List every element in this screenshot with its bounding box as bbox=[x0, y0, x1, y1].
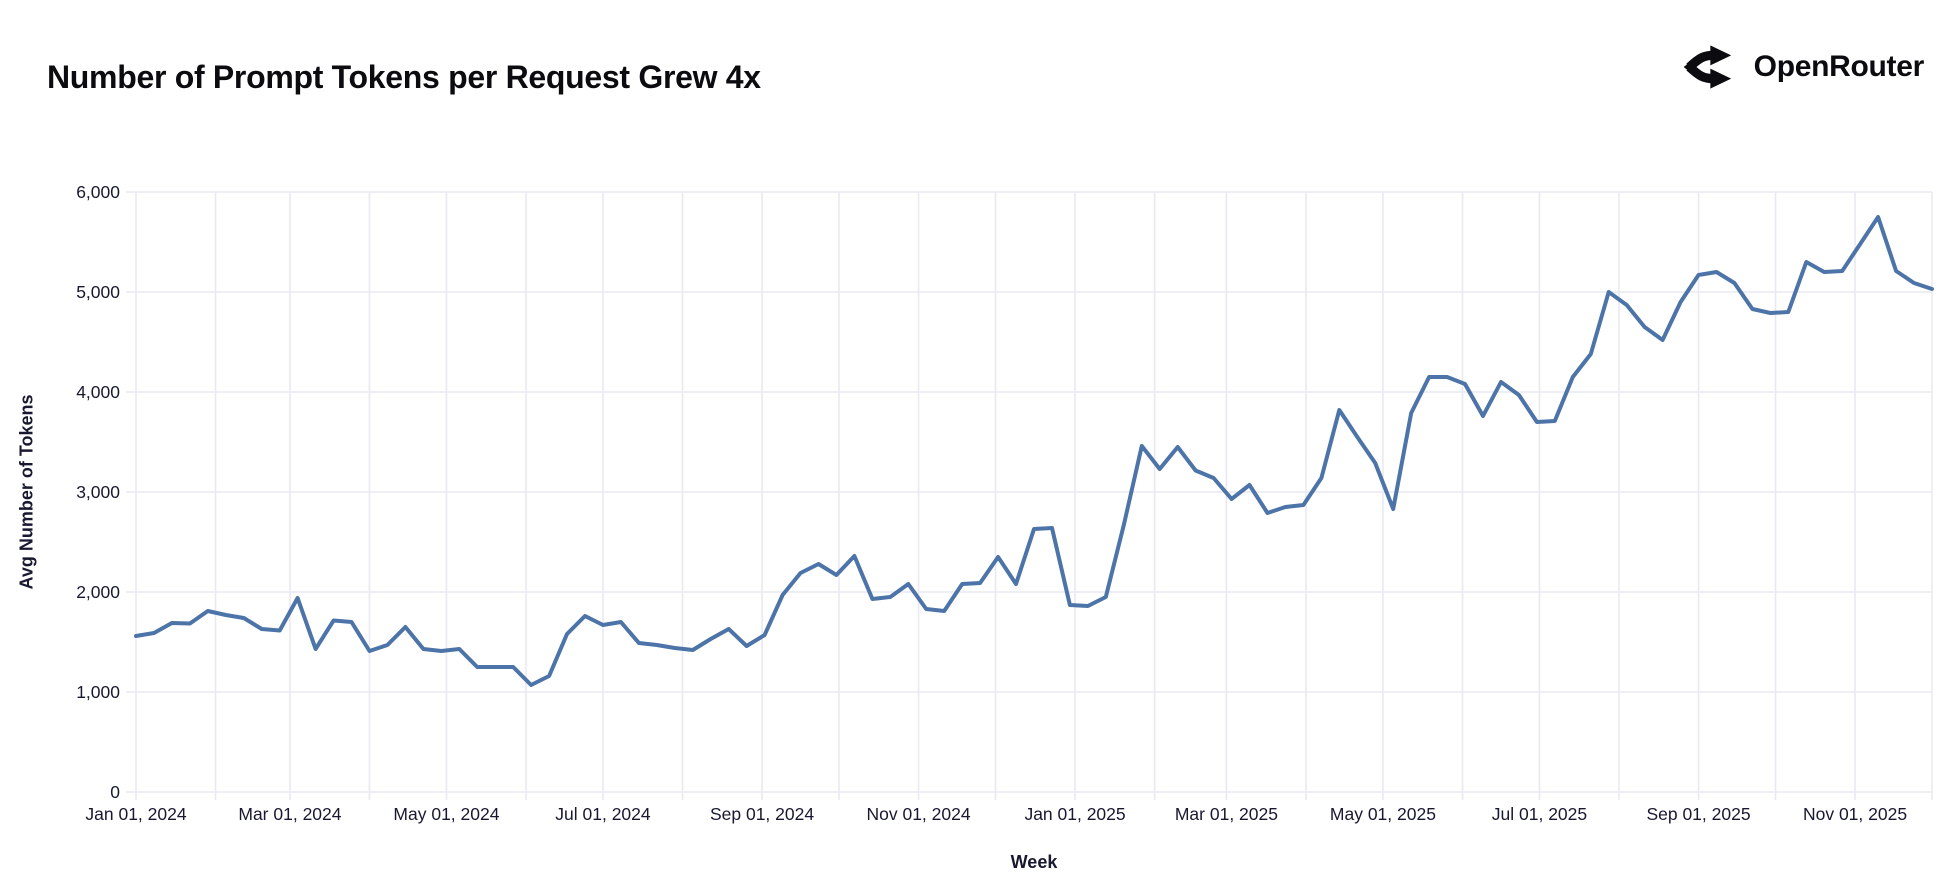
x-tick-label: Sep 01, 2025 bbox=[1646, 804, 1750, 824]
x-tick-label: Jul 01, 2025 bbox=[1492, 804, 1587, 824]
page-title: Number of Prompt Tokens per Request Grew… bbox=[47, 59, 761, 96]
y-tick-label: 3,000 bbox=[76, 482, 120, 502]
y-tick-label: 1,000 bbox=[76, 682, 120, 702]
x-tick-label: Jul 01, 2024 bbox=[555, 804, 651, 824]
y-tick-label: 0 bbox=[110, 782, 120, 802]
openrouter-logo: OpenRouter bbox=[1683, 42, 1924, 92]
brand-name: OpenRouter bbox=[1753, 50, 1925, 83]
x-tick-label: Jan 01, 2024 bbox=[85, 804, 186, 824]
y-axis-title: Avg Number of Tokens bbox=[16, 394, 37, 590]
y-tick-label: 2,000 bbox=[76, 582, 120, 602]
x-tick-label: Mar 01, 2024 bbox=[238, 804, 341, 824]
x-tick-label: May 01, 2024 bbox=[393, 804, 499, 824]
x-tick-label: Nov 01, 2025 bbox=[1803, 804, 1907, 824]
y-tick-label: 5,000 bbox=[76, 282, 120, 302]
y-tick-label: 6,000 bbox=[76, 182, 120, 202]
x-tick-label: Mar 01, 2025 bbox=[1175, 804, 1278, 824]
x-axis-title: Week bbox=[1010, 852, 1058, 872]
x-tick-label: May 01, 2025 bbox=[1330, 804, 1436, 824]
avg-tokens-line-series bbox=[134, 215, 1934, 687]
x-tick-label: Nov 01, 2024 bbox=[866, 804, 970, 824]
openrouter-fork-icon bbox=[1683, 45, 1731, 89]
x-tick-label: Sep 01, 2024 bbox=[710, 804, 814, 824]
x-tick-label: Jan 01, 2025 bbox=[1024, 804, 1125, 824]
y-tick-label: 4,000 bbox=[76, 382, 120, 402]
